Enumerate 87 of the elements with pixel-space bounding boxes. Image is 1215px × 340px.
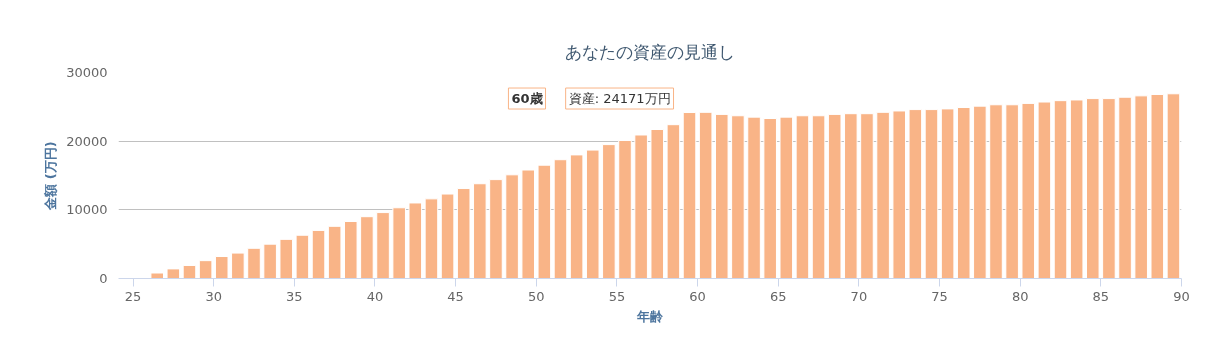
bar: [408, 202, 423, 279]
bar: [731, 115, 745, 279]
bar: [214, 256, 229, 279]
bar: [1150, 93, 1165, 279]
bar: [360, 216, 374, 279]
bar: [456, 188, 471, 279]
bar: [376, 212, 390, 279]
bar: [1005, 104, 1019, 279]
bar: [1069, 99, 1084, 279]
y-tick-label: 20000: [66, 133, 108, 149]
x-tick-label: 25: [124, 288, 142, 304]
bar: [182, 264, 197, 279]
x-tick-label: 35: [286, 288, 303, 304]
x-tick-label: 70: [850, 288, 868, 304]
bar: [279, 238, 294, 279]
bar: [569, 154, 584, 279]
bar: [537, 164, 552, 279]
x-tick-label: 85: [1092, 288, 1110, 304]
chart-title: あなたの資産の見通し: [565, 41, 735, 62]
bar: [1166, 93, 1181, 279]
bar: [860, 113, 874, 279]
bar: [295, 234, 310, 279]
bar: [989, 104, 1003, 279]
bar: [973, 105, 987, 279]
bar: [424, 198, 439, 279]
bar: [779, 116, 794, 279]
x-tick-label: 30: [205, 288, 222, 304]
bar: [489, 179, 503, 279]
bar: [844, 113, 858, 279]
bar: [1118, 96, 1132, 279]
bar: [150, 272, 164, 279]
bar: [473, 183, 487, 279]
y-tick-label: 30000: [66, 65, 108, 80]
bar: [698, 111, 713, 279]
x-axis-title: 年齢: [636, 308, 664, 324]
bar: [650, 128, 665, 279]
bar: [247, 247, 261, 279]
bar: [666, 124, 681, 279]
bar: [198, 260, 213, 279]
x-tick-label: 65: [769, 288, 787, 304]
bar: [166, 268, 181, 279]
bar: [553, 159, 568, 279]
x-tick-label: 45: [447, 288, 464, 304]
bar: [892, 110, 907, 279]
bar: [763, 118, 777, 279]
bar: [343, 221, 358, 279]
bar: [1102, 98, 1116, 279]
annotation: 資産: 24171万円: [568, 91, 671, 107]
x-tick-label: 50: [528, 288, 545, 304]
bar: [263, 243, 277, 279]
bar: [521, 169, 536, 279]
bar: [231, 252, 245, 279]
x-tick-label: 60: [689, 288, 706, 304]
bar: [1037, 101, 1052, 279]
bar: [327, 225, 342, 279]
bar: [956, 107, 971, 279]
bar: [585, 149, 600, 279]
bar: [876, 111, 890, 279]
x-tick-label: 80: [1011, 288, 1029, 304]
bar: [682, 112, 697, 279]
bar: [602, 144, 616, 279]
y-tick-label: 0: [99, 271, 108, 286]
bar: [505, 174, 519, 279]
x-tick-label: 40: [366, 288, 384, 304]
y-axis-title: 金額 (万円): [43, 141, 59, 211]
bar: [924, 109, 939, 279]
bar: [1021, 102, 1036, 279]
bar: [811, 115, 826, 279]
x-tick-label: 75: [931, 288, 948, 304]
x-tick-label: 55: [608, 288, 626, 304]
bar: [1053, 100, 1068, 279]
bar: [440, 193, 455, 279]
bar: [714, 113, 729, 279]
bar: [634, 134, 648, 279]
bar: [1085, 98, 1100, 279]
bar: [827, 113, 842, 279]
bar: [618, 139, 632, 279]
bar: [747, 116, 761, 279]
x-tick-label: 90: [1173, 288, 1190, 304]
bar: [392, 207, 406, 279]
bar: [908, 109, 923, 279]
bar: [311, 229, 326, 279]
bar: [1134, 95, 1148, 279]
annotation: 60歳: [511, 91, 543, 107]
y-tick-label: 10000: [66, 202, 108, 218]
bar: [795, 115, 810, 279]
bar: [940, 108, 955, 279]
